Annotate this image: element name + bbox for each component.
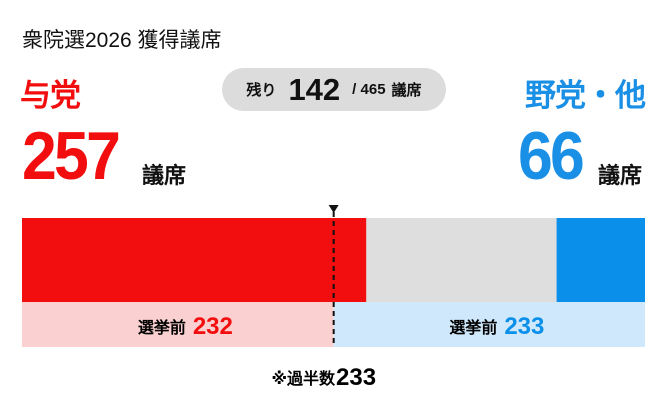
bar-ruling	[22, 218, 367, 302]
prev-ruling-bg	[22, 302, 334, 347]
remaining-total: / 465	[352, 81, 386, 98]
prev-opposition-label: 選挙前	[449, 318, 497, 337]
opposition-unit: 議席	[598, 163, 643, 188]
remaining-value: 142	[288, 71, 341, 107]
ruling-seats: 257	[22, 118, 121, 194]
prev-opposition-bg	[333, 302, 645, 347]
prev-opposition-value: 233	[504, 313, 544, 340]
majority-marker-icon	[328, 205, 339, 213]
bar-remaining	[366, 218, 557, 302]
remaining-badge: 残り 142 / 465 議席	[222, 68, 446, 111]
ruling-label: 与党	[20, 78, 81, 113]
opposition-seats: 66	[518, 118, 585, 194]
majority-value: 233	[336, 364, 376, 391]
page-title: 衆院選2026 獲得議席	[22, 29, 222, 52]
prev-ruling-value: 232	[193, 313, 233, 340]
bar-opposition	[556, 218, 645, 302]
remaining-label: 残り	[246, 82, 277, 99]
opposition-label: 野党・他	[525, 78, 646, 113]
ruling-unit: 議席	[142, 163, 187, 188]
remaining-unit: 議席	[391, 82, 422, 99]
majority-label: ※過半数	[271, 369, 336, 388]
prev-ruling-label: 選挙前	[138, 318, 186, 337]
